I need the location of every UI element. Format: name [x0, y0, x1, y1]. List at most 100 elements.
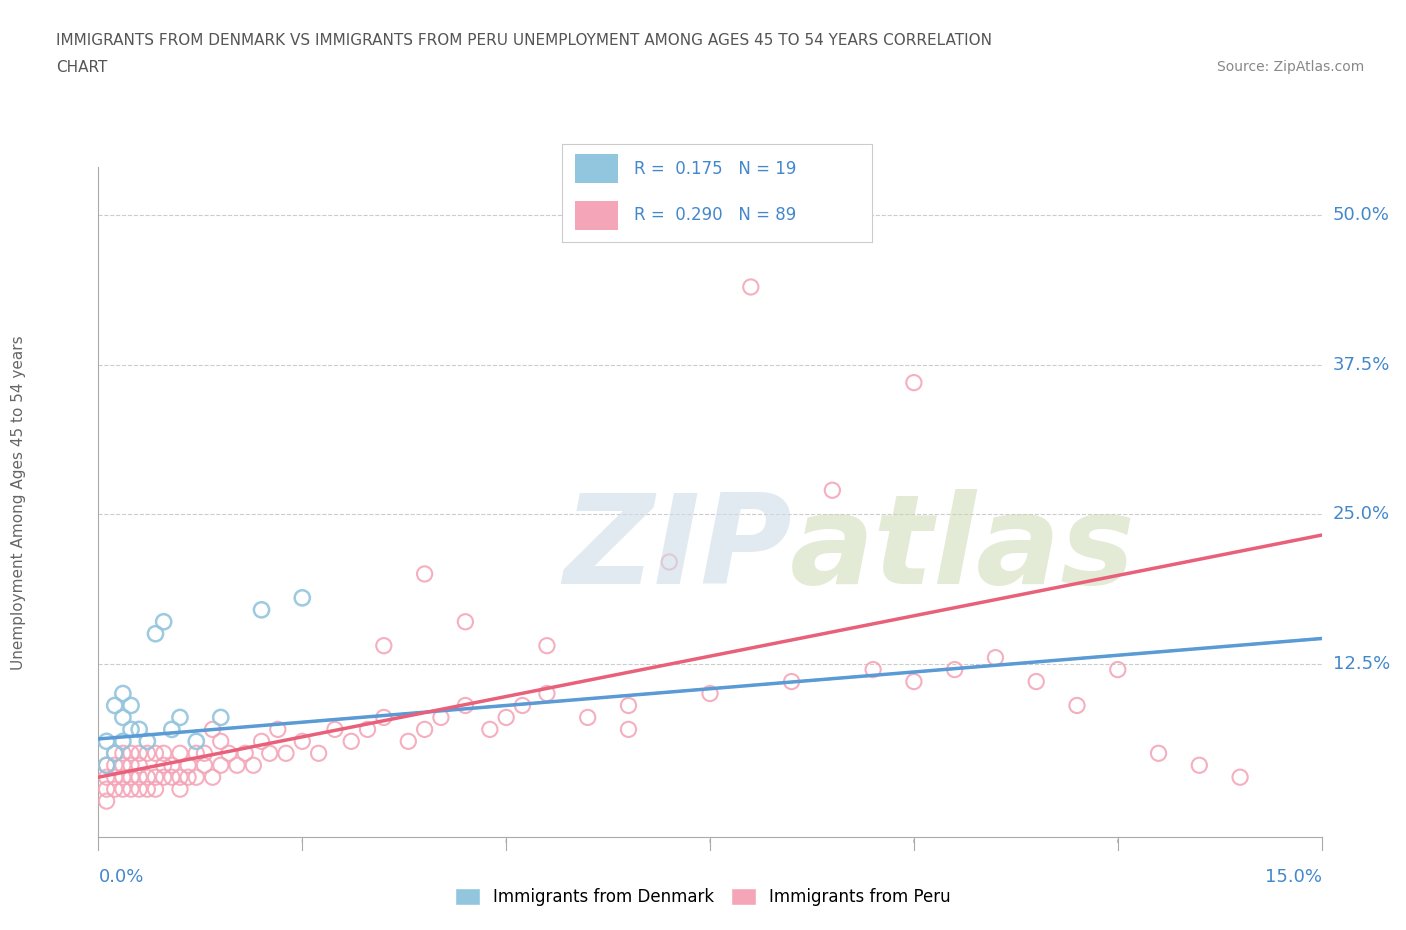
Text: CHART: CHART — [56, 60, 108, 75]
Point — [209, 734, 232, 749]
Point — [145, 782, 167, 797]
Point — [226, 758, 249, 773]
Point — [373, 638, 395, 653]
Text: Source: ZipAtlas.com: Source: ZipAtlas.com — [1216, 60, 1364, 74]
Point — [120, 698, 142, 713]
Point — [413, 566, 436, 581]
Point — [120, 758, 142, 773]
Point — [323, 722, 346, 737]
Point — [780, 674, 803, 689]
Point — [177, 758, 200, 773]
Point — [267, 722, 290, 737]
Point — [136, 770, 159, 785]
Point — [128, 746, 150, 761]
Point — [903, 375, 925, 390]
Point — [617, 698, 640, 713]
Point — [111, 782, 134, 797]
Text: 50.0%: 50.0% — [1333, 206, 1389, 224]
Point — [145, 770, 167, 785]
Point — [128, 722, 150, 737]
Point — [903, 674, 925, 689]
Point — [145, 746, 167, 761]
Point — [136, 734, 159, 749]
Point — [340, 734, 363, 749]
Point — [413, 722, 436, 737]
Point — [96, 782, 118, 797]
Point — [658, 554, 681, 569]
Point — [943, 662, 966, 677]
Text: IMMIGRANTS FROM DENMARK VS IMMIGRANTS FROM PERU UNEMPLOYMENT AMONG AGES 45 TO 54: IMMIGRANTS FROM DENMARK VS IMMIGRANTS FR… — [56, 33, 993, 47]
Point — [96, 758, 118, 773]
Bar — [575, 154, 619, 183]
Point — [478, 722, 501, 737]
Point — [128, 758, 150, 773]
Point — [233, 746, 256, 761]
Point — [177, 770, 200, 785]
Bar — [575, 201, 619, 230]
Point — [536, 686, 558, 701]
Point — [740, 280, 762, 295]
Point — [291, 734, 314, 749]
Legend: Immigrants from Denmark, Immigrants from Peru: Immigrants from Denmark, Immigrants from… — [449, 881, 957, 912]
Point — [96, 734, 118, 749]
Point — [512, 698, 534, 713]
Point — [152, 758, 174, 773]
Point — [699, 686, 721, 701]
Text: ZIP: ZIP — [564, 488, 792, 609]
Point — [96, 758, 118, 773]
Text: 37.5%: 37.5% — [1333, 355, 1391, 374]
Point — [291, 591, 314, 605]
Point — [186, 746, 208, 761]
Point — [169, 746, 191, 761]
Point — [201, 770, 224, 785]
Text: R =  0.290   N = 89: R = 0.290 N = 89 — [634, 206, 796, 224]
Point — [96, 770, 118, 785]
Point — [218, 746, 240, 761]
Point — [111, 734, 134, 749]
Point — [617, 722, 640, 737]
Point — [1025, 674, 1047, 689]
Point — [104, 770, 127, 785]
Point — [308, 746, 330, 761]
Point — [120, 782, 142, 797]
Point — [373, 710, 395, 724]
Text: 0.0%: 0.0% — [98, 868, 143, 885]
Point — [120, 770, 142, 785]
Point — [160, 770, 183, 785]
Point — [128, 770, 150, 785]
Point — [396, 734, 419, 749]
Point — [104, 746, 127, 761]
Text: 15.0%: 15.0% — [1264, 868, 1322, 885]
Point — [984, 650, 1007, 665]
Text: R =  0.175   N = 19: R = 0.175 N = 19 — [634, 160, 796, 178]
Point — [454, 615, 477, 630]
Point — [104, 746, 127, 761]
Point — [242, 758, 264, 773]
Point — [104, 698, 127, 713]
Point — [274, 746, 297, 761]
Point — [495, 710, 517, 724]
Point — [128, 782, 150, 797]
Point — [1066, 698, 1088, 713]
Point — [536, 638, 558, 653]
Text: Unemployment Among Ages 45 to 54 years: Unemployment Among Ages 45 to 54 years — [11, 335, 27, 670]
Point — [104, 782, 127, 797]
Point — [111, 758, 134, 773]
Point — [96, 793, 118, 808]
Text: 12.5%: 12.5% — [1333, 655, 1391, 672]
Text: 25.0%: 25.0% — [1333, 505, 1391, 524]
Point — [104, 758, 127, 773]
Point — [120, 746, 142, 761]
Point — [250, 603, 273, 618]
Point — [250, 734, 273, 749]
Point — [259, 746, 281, 761]
Point — [1107, 662, 1129, 677]
Point — [160, 758, 183, 773]
Point — [111, 770, 134, 785]
Point — [209, 758, 232, 773]
Point — [1188, 758, 1211, 773]
Text: atlas: atlas — [790, 488, 1135, 609]
Point — [152, 615, 174, 630]
Point — [454, 698, 477, 713]
Point — [821, 483, 844, 498]
